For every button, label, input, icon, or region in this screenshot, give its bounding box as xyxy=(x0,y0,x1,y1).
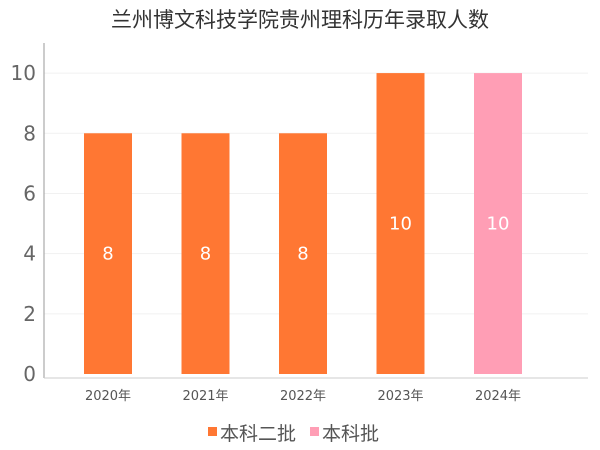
legend-label: 本科批 xyxy=(322,423,379,445)
legend-swatch xyxy=(310,427,319,436)
x-axis-ticks: 2020年 2021年 2022年 2023年 2024年 xyxy=(85,389,521,404)
legend: 本科二批 本科批 xyxy=(208,423,379,445)
legend-swatch xyxy=(208,427,217,436)
y-tick-label: 10 xyxy=(11,61,36,85)
x-tick-label: 2020年 xyxy=(85,389,131,404)
y-axis-ticks: 0 2 4 6 8 10 xyxy=(11,61,36,386)
x-tick-label: 2024年 xyxy=(475,389,521,404)
bar-2021年 xyxy=(181,133,230,374)
bar-2023年 xyxy=(376,73,425,374)
bar-value-label: 8 xyxy=(200,244,211,265)
bar-2024年 xyxy=(474,73,522,374)
y-tick-label: 4 xyxy=(23,242,36,266)
x-tick-label: 2023年 xyxy=(377,389,423,404)
y-tick-label: 2 xyxy=(23,302,36,326)
bar-value-label: 8 xyxy=(297,244,308,265)
bars: 8 8 8 10 10 xyxy=(84,73,522,374)
bar-2022年 xyxy=(279,133,327,374)
bar-2020年 xyxy=(84,133,132,374)
x-tick-label: 2022年 xyxy=(280,389,326,404)
y-tick-label: 0 xyxy=(23,362,36,386)
axes xyxy=(43,43,588,379)
x-tick-label: 2021年 xyxy=(182,389,228,404)
y-tick-label: 8 xyxy=(23,121,36,145)
bar-value-label: 10 xyxy=(487,214,510,235)
chart-title: 兰州博文科技学院贵州理科历年录取人数 xyxy=(111,8,489,32)
legend-label: 本科二批 xyxy=(220,423,296,445)
y-tick-label: 6 xyxy=(23,181,36,205)
bar-value-label: 10 xyxy=(389,214,412,235)
bar-value-label: 8 xyxy=(102,244,113,265)
